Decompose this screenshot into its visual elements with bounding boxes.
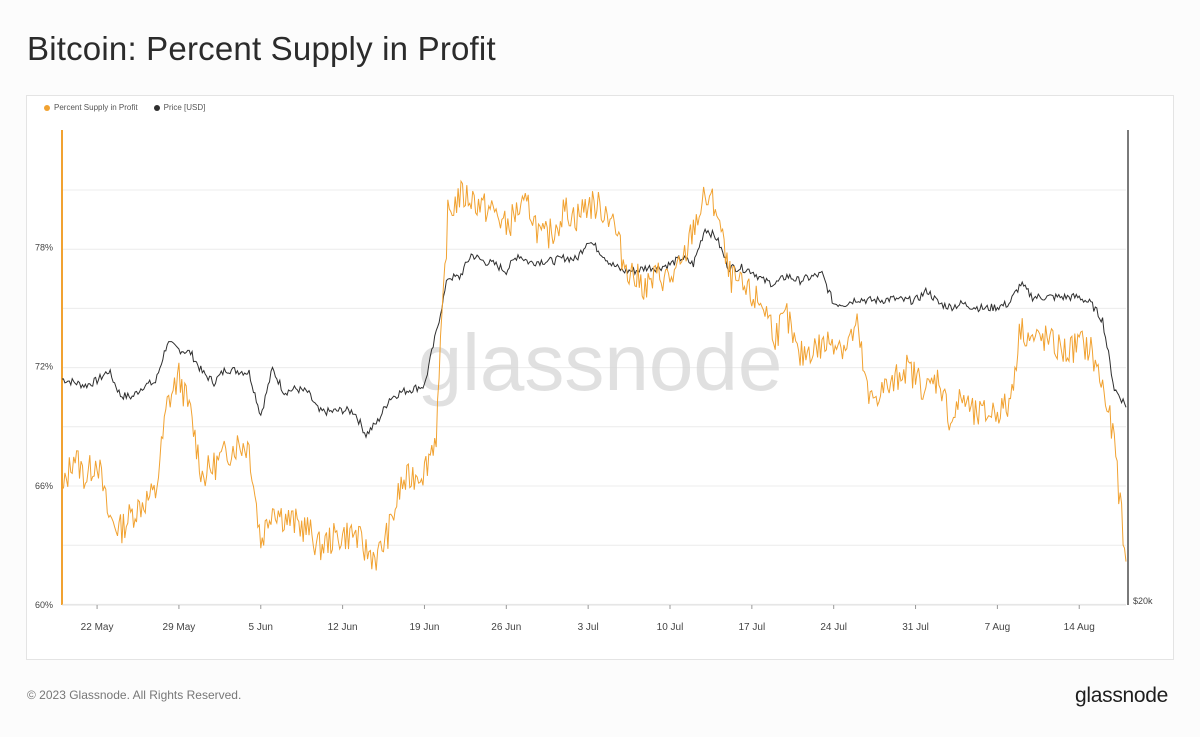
x-tick-label: 14 Aug: [1064, 622, 1095, 633]
x-tick-label: 24 Jul: [820, 622, 847, 633]
y-left-tick-label: 72%: [35, 362, 53, 372]
legend-dot-profit: [44, 104, 50, 111]
x-tick-label: 31 Jul: [902, 622, 929, 633]
x-tick-label: 3 Jul: [578, 622, 599, 633]
y-left-tick-label: 66%: [35, 481, 53, 491]
x-tick-label: 10 Jul: [657, 622, 684, 633]
footer-logo[interactable]: glassnode: [1075, 684, 1169, 707]
profit-series-line: [61, 179, 1127, 571]
page-title: Bitcoin: Percent Supply in Profit: [27, 30, 496, 67]
price-series-line: [61, 227, 1127, 439]
legend-label-profit: Percent Supply in Profit: [54, 103, 138, 112]
legend-dot-price: [153, 104, 160, 111]
x-tick-label: 26 Jun: [491, 622, 521, 633]
x-tick-label: 17 Jul: [739, 622, 766, 633]
x-tick-label: 7 Aug: [985, 622, 1011, 633]
footer-copyright: © 2023 Glassnode. All Rights Reserved.: [27, 688, 242, 702]
y-right-tick-label: $20k: [1133, 596, 1153, 606]
x-tick-label: 12 Jun: [328, 622, 358, 633]
legend-label-price: Price [USD]: [163, 103, 206, 112]
chart-legend: Percent Supply in Profit Price [USD]: [44, 103, 205, 112]
x-tick-label: 29 May: [163, 622, 196, 633]
legend-item-price[interactable]: Price [USD]: [153, 103, 206, 112]
x-tick-label: 22 May: [81, 622, 114, 633]
watermark-text: glassnode: [418, 318, 783, 407]
legend-item-profit[interactable]: Percent Supply in Profit: [44, 103, 138, 112]
y-left-tick-label: 60%: [35, 600, 53, 610]
x-tick-label: 19 Jun: [409, 622, 439, 633]
x-tick-label: 5 Jun: [249, 622, 273, 633]
y-left-tick-label: 78%: [35, 242, 53, 252]
